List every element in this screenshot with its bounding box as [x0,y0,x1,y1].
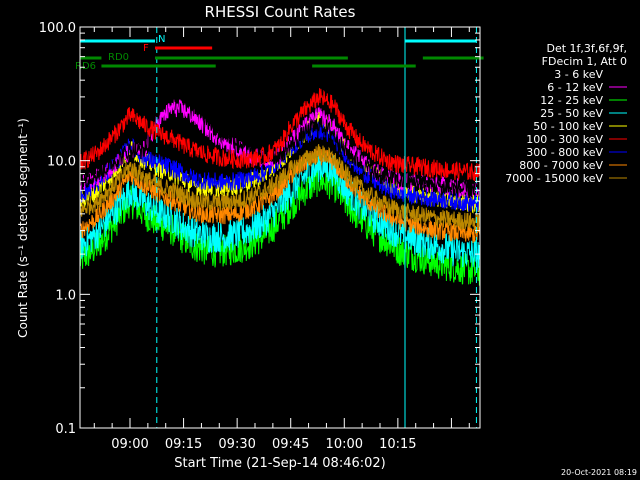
legend-entry-label: 6 - 12 keV [547,81,603,94]
x-tick-label: 09:15 [165,437,202,452]
y-axis-label: Count Rate (s⁻¹ detector segment⁻¹) [16,118,30,338]
x-tick-label: 09:00 [111,437,148,452]
footer-date: 20-Oct-2021 08:19 [561,468,637,477]
series-line-800-7000kev [80,144,480,244]
flag-label-f: F [143,43,149,54]
x-tick-label: 09:30 [218,437,255,452]
series-line-7000-15000kev [80,144,480,232]
legend-header-line-1: Det 1f,3f,6f,9f, [546,42,627,55]
plot-frame [79,26,481,429]
flag-label-rd6: RD6 [75,61,96,72]
legend: Det 1f,3f,6f,9f, FDecim 1, Att 0 3 - 6 k… [505,42,627,185]
series-line-3-6kev [80,87,480,199]
x-tick-label: 10:15 [379,437,416,452]
x-axis-label: Start Time (21-Sep-14 08:46:02) [174,456,385,471]
x-tick-label: 09:45 [272,437,309,452]
legend-header-line-2: FDecim 1, Att 0 [542,55,627,68]
legend-entry-label: 800 - 7000 keV [519,159,603,172]
y-tick-label: 100.0 [39,21,76,36]
y-tick-label: 10.0 [47,155,76,170]
legend-entry-label: 100 - 300 keV [526,133,603,146]
legend-entry-label: 7000 - 15000 keV [505,172,603,185]
y-axis: 0.1 1.0 10.0 100.0 [39,21,480,437]
legend-entry-label: 50 - 100 keV [533,120,603,133]
y-tick-label: 0.1 [55,422,76,437]
flag-label-rd0: RD0 [108,52,129,63]
legend-entry-label: 12 - 25 keV [540,94,603,107]
x-tick-label: 10:00 [326,437,363,452]
flag-bar-layer: NF RD0 RD6 [75,34,484,72]
series-layer [80,87,480,286]
x-axis: 09:00 09:15 09:30 09:45 10:00 10:15 [93,27,470,452]
legend-entry-label: 3 - 6 keV [554,68,603,81]
chart-title: RHESSI Count Rates [205,3,356,21]
legend-entry-label: 300 - 800 keV [526,146,603,159]
series-line-100-300kev [80,88,480,182]
y-tick-label: 1.0 [55,288,76,303]
series-line-25-50kev [80,150,480,270]
legend-entry-label: 25 - 50 keV [540,107,603,120]
flag-label-n: N [158,34,165,45]
